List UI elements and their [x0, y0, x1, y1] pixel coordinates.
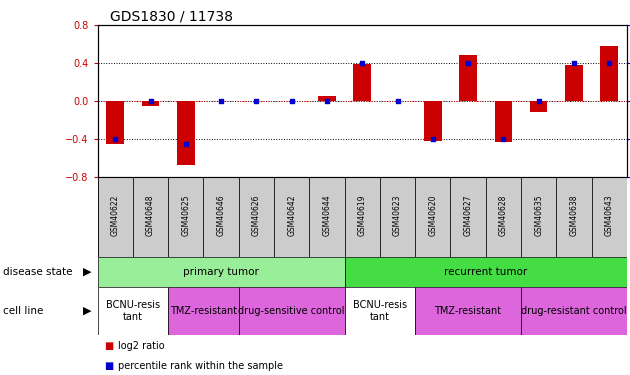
Text: ▶: ▶ [83, 306, 91, 316]
Bar [345, 257, 627, 287]
Bar [530, 101, 547, 112]
Point [287, 98, 297, 104]
Text: BCNU-resis
tant: BCNU-resis tant [353, 300, 407, 322]
Bar [168, 287, 239, 335]
Bar [565, 65, 583, 101]
Text: GSM40626: GSM40626 [252, 195, 261, 236]
Text: GSM40625: GSM40625 [181, 195, 190, 236]
Point [604, 60, 614, 66]
Point [463, 60, 473, 66]
Point [498, 136, 508, 142]
Bar [309, 177, 345, 257]
Text: ■: ■ [104, 361, 113, 371]
Text: GSM40622: GSM40622 [111, 195, 120, 236]
Text: GSM40635: GSM40635 [534, 195, 543, 236]
Text: disease state: disease state [3, 267, 72, 277]
Point [357, 60, 367, 66]
Text: GSM40644: GSM40644 [323, 195, 331, 236]
Text: GSM40620: GSM40620 [428, 195, 437, 236]
Text: GSM40646: GSM40646 [217, 195, 226, 236]
Bar [495, 101, 512, 142]
Text: primary tumor: primary tumor [183, 267, 259, 277]
Bar [106, 101, 124, 144]
Point [251, 98, 261, 104]
Bar [592, 177, 627, 257]
Text: percentile rank within the sample: percentile rank within the sample [118, 361, 283, 371]
Bar [521, 177, 556, 257]
Point [428, 136, 438, 142]
Point [181, 141, 191, 147]
Text: GSM40627: GSM40627 [464, 195, 472, 236]
Text: GSM40648: GSM40648 [146, 195, 155, 236]
Text: drug-resistant control: drug-resistant control [521, 306, 627, 316]
Point [392, 98, 403, 104]
Point [569, 60, 579, 66]
Bar [345, 177, 380, 257]
Point [110, 136, 120, 142]
Text: GSM40628: GSM40628 [499, 195, 508, 236]
Text: GSM40643: GSM40643 [605, 195, 614, 236]
Bar [239, 177, 274, 257]
Text: GDS1830 / 11738: GDS1830 / 11738 [110, 9, 233, 23]
Bar [415, 287, 521, 335]
Text: recurrent tumor: recurrent tumor [444, 267, 527, 277]
Bar [168, 177, 203, 257]
Text: drug-sensitive control: drug-sensitive control [238, 306, 345, 316]
Text: cell line: cell line [3, 306, 43, 316]
Bar [556, 177, 592, 257]
Point [146, 98, 156, 104]
Bar [600, 46, 618, 101]
Text: GSM40619: GSM40619 [358, 195, 367, 236]
Bar [459, 56, 477, 101]
Bar [98, 287, 168, 335]
Bar [486, 177, 521, 257]
Bar [450, 177, 486, 257]
Bar [98, 257, 345, 287]
Text: ▶: ▶ [83, 267, 91, 277]
Bar [353, 64, 371, 101]
Text: TMZ-resistant: TMZ-resistant [435, 306, 501, 316]
Bar [239, 287, 345, 335]
Text: BCNU-resis
tant: BCNU-resis tant [106, 300, 160, 322]
Bar [142, 101, 159, 106]
Bar [424, 101, 442, 141]
Bar [133, 177, 168, 257]
Text: GSM40638: GSM40638 [570, 195, 578, 236]
Bar [521, 287, 627, 335]
Bar [274, 177, 309, 257]
Bar [415, 177, 450, 257]
Bar [380, 177, 415, 257]
Text: TMZ-resistant: TMZ-resistant [170, 306, 237, 316]
Bar [345, 287, 415, 335]
Bar [177, 101, 195, 165]
Bar [203, 177, 239, 257]
Point [216, 98, 226, 104]
Point [322, 98, 332, 104]
Text: GSM40642: GSM40642 [287, 195, 296, 236]
Text: ■: ■ [104, 341, 113, 351]
Text: log2 ratio: log2 ratio [118, 341, 164, 351]
Bar [98, 177, 133, 257]
Bar [318, 96, 336, 101]
Point [534, 98, 544, 104]
Text: GSM40623: GSM40623 [393, 195, 402, 236]
